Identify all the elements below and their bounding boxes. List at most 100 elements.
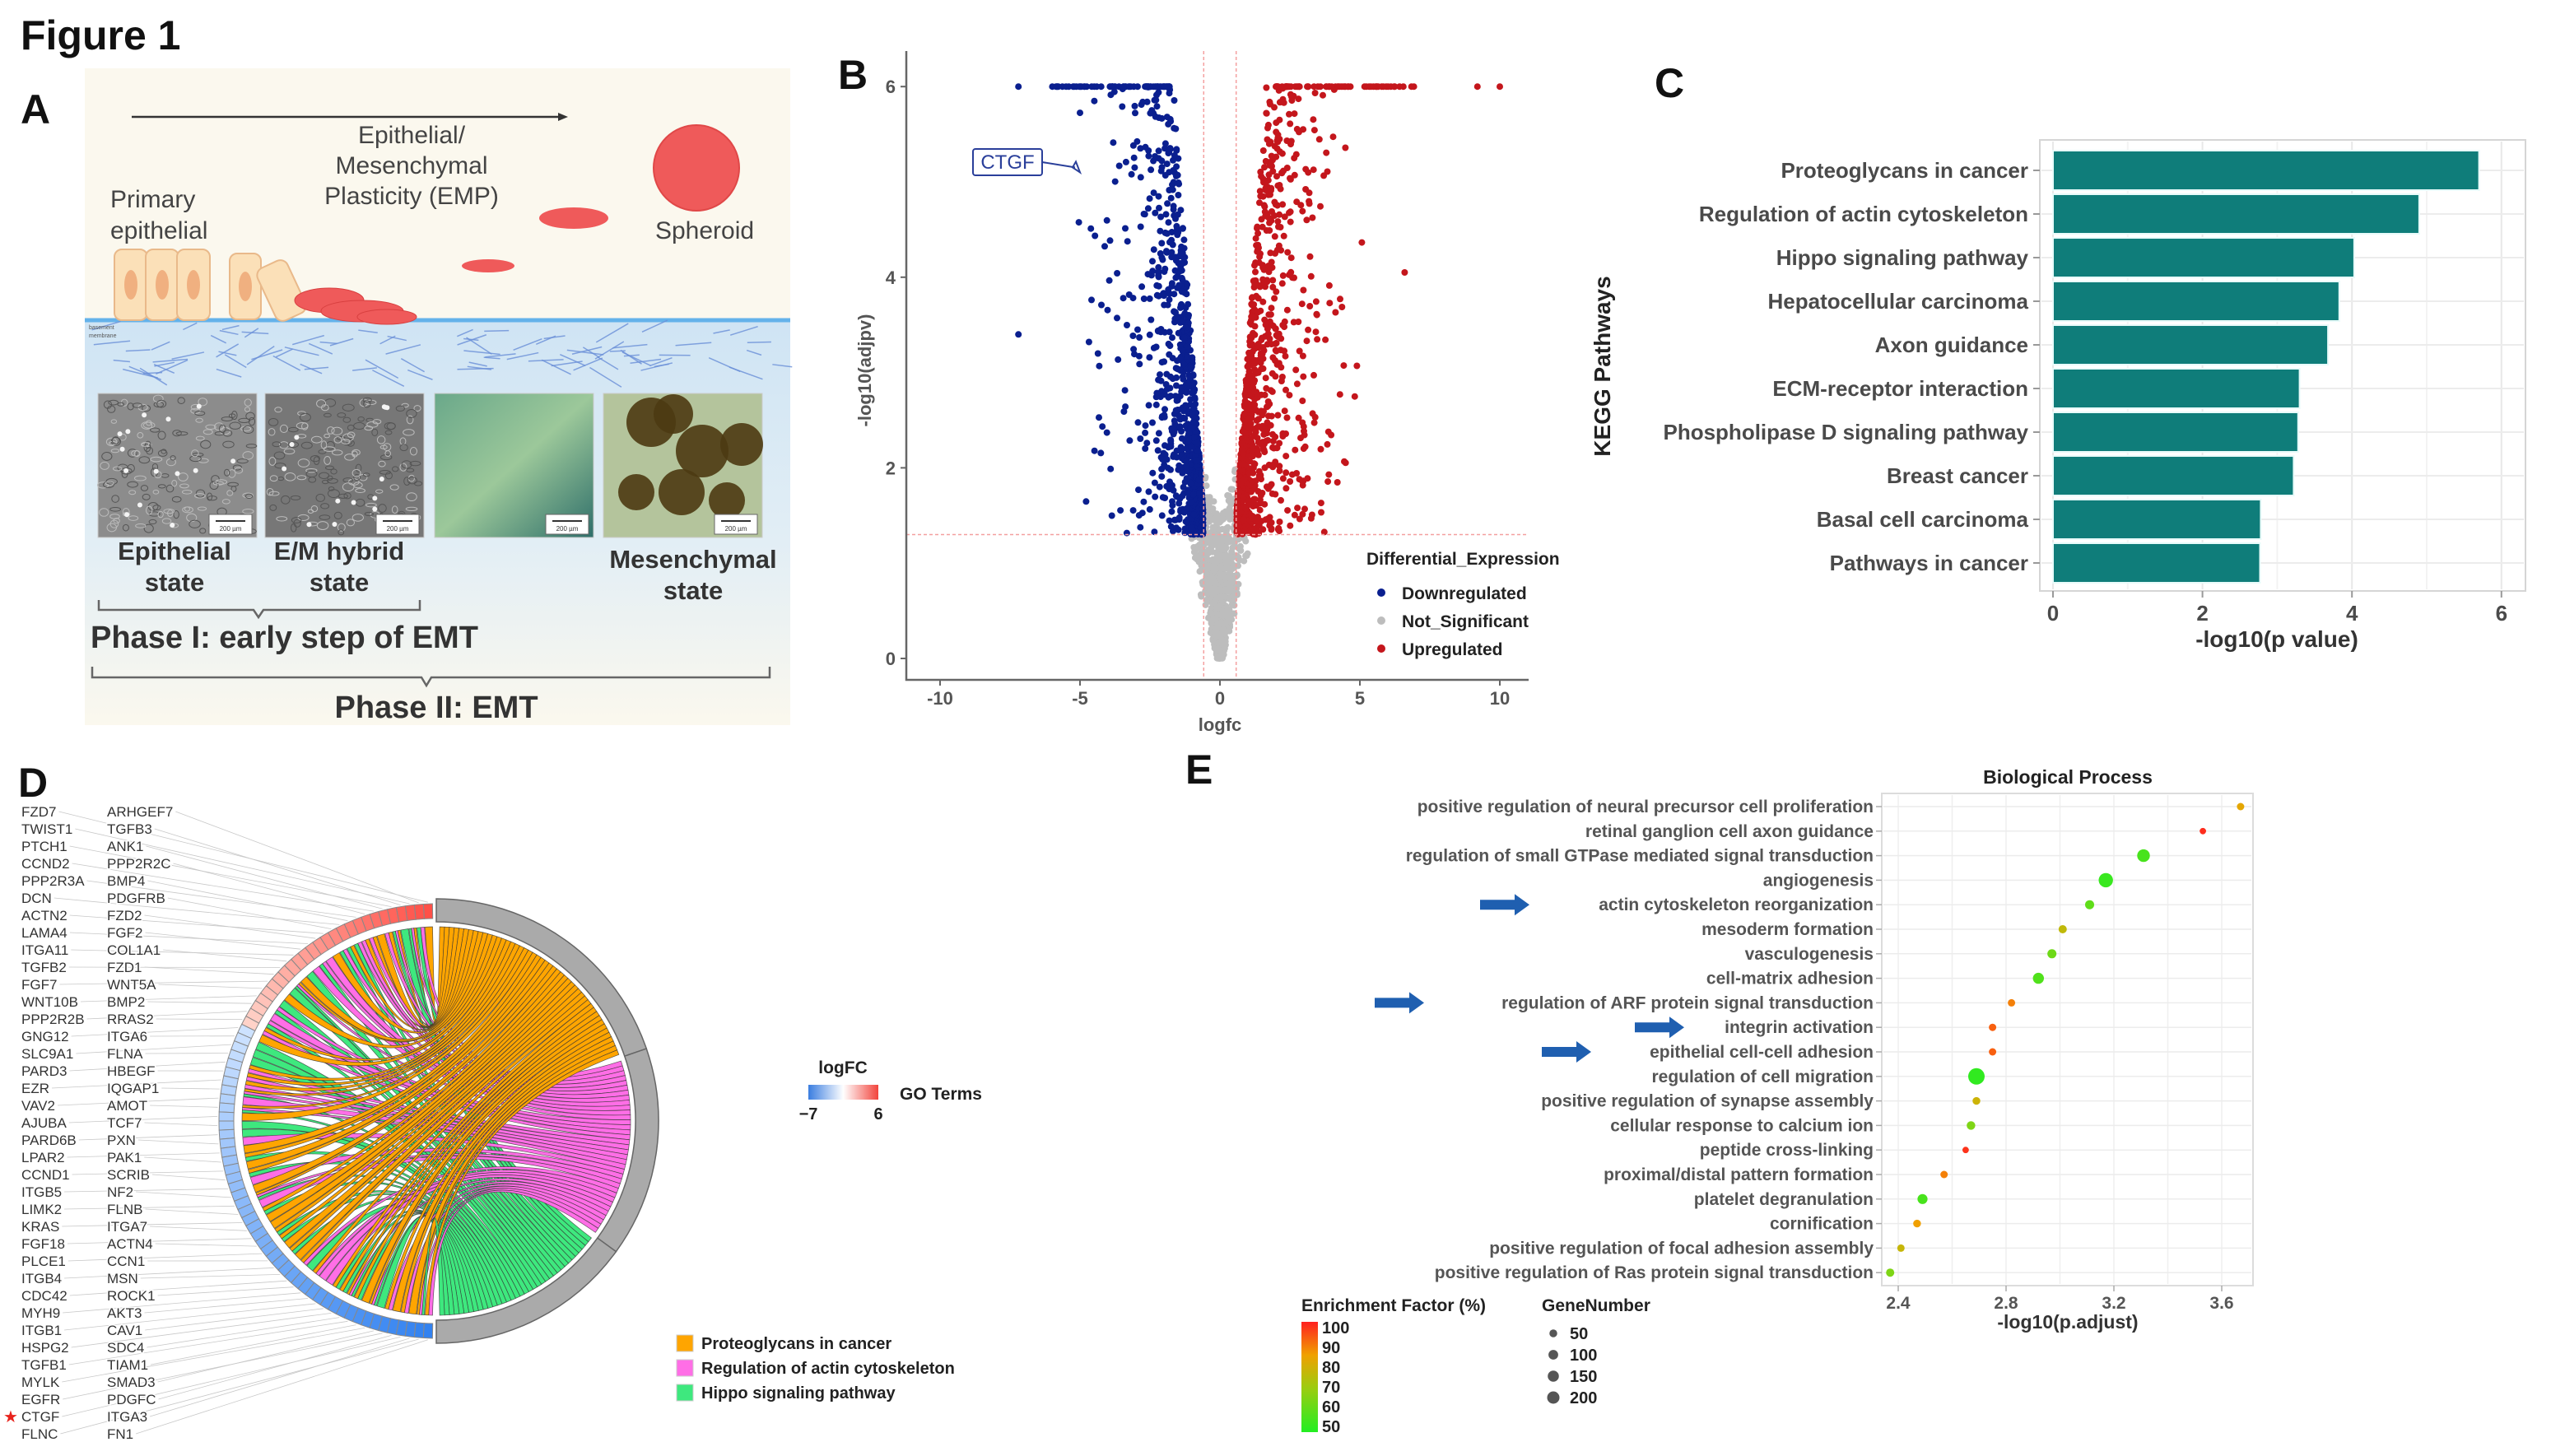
matrix-fiber	[329, 337, 354, 347]
volcano-point-downregulated	[1128, 170, 1135, 178]
go-term-label: platelet degranulation	[1694, 1190, 1874, 1209]
volcano-legend-title: Differential_Expression	[1366, 550, 1560, 569]
volcano-point-upregulated	[1289, 274, 1296, 281]
volcano-point-not-significant	[1211, 628, 1218, 635]
volcano-point-upregulated	[1246, 342, 1254, 349]
go-term-dot	[1989, 1048, 1997, 1056]
volcano-point-upregulated	[1276, 463, 1283, 470]
cell-texture	[132, 402, 143, 408]
cell-texture	[319, 472, 330, 480]
volcano-point-upregulated	[1299, 352, 1306, 360]
gene-block	[271, 1253, 290, 1271]
gene-label: IQGAP1	[107, 1081, 159, 1096]
volcano-point-downregulated	[1163, 114, 1171, 121]
volcano-point-downregulated	[1163, 160, 1171, 168]
cell-texture	[127, 449, 137, 458]
gene-block	[319, 932, 337, 951]
cell-texture	[119, 446, 125, 452]
volcano-point-downregulated	[1177, 260, 1185, 267]
volcano-point-upregulated	[1318, 509, 1324, 516]
volcano-point-not-significant	[1193, 546, 1200, 552]
chord-term-legend: Proteoglycans in cancer Regulation of act…	[676, 1334, 955, 1403]
panel-label-c: C	[1655, 60, 1684, 106]
gene-block	[290, 952, 309, 971]
volcano-point-upregulated	[1282, 386, 1289, 393]
gene-number-legend-dot	[1548, 1370, 1559, 1382]
cell-texture	[172, 430, 182, 437]
gene-label: FZD7	[21, 804, 57, 820]
volcano-point-downregulated	[1137, 174, 1144, 181]
volcano-point-upregulated	[1303, 337, 1310, 345]
kegg-x-tick-label: 6	[2496, 601, 2507, 626]
volcano-point-downregulated	[1155, 282, 1162, 290]
cell-texture	[146, 420, 152, 426]
term-legend-label: Hippo signaling pathway	[701, 1384, 896, 1403]
go-term-label: vasculogenesis	[1745, 945, 1874, 964]
gene-block	[233, 1195, 253, 1211]
cell-texture	[401, 402, 409, 408]
volcano-point-upregulated	[1241, 528, 1249, 534]
chord-link	[400, 1036, 614, 1314]
cell-texture	[291, 517, 302, 523]
cell-texture	[143, 523, 154, 533]
gene-label: CTGF	[21, 1409, 59, 1425]
gene-label: ITGA11	[21, 942, 68, 958]
volcano-point-downregulated	[1185, 430, 1193, 437]
volcano-point-upregulated	[1315, 136, 1323, 143]
cell-texture	[242, 492, 254, 499]
volcano-point-upregulated	[1255, 309, 1262, 316]
cell-texture	[347, 424, 355, 431]
gene-label-leader	[64, 1303, 316, 1331]
gene-label-leader	[62, 1337, 401, 1417]
cell-texture	[362, 397, 372, 403]
volcano-point-upregulated	[1268, 462, 1275, 469]
kegg-pathway-label: Proteoglycans in cancer	[1781, 158, 2028, 183]
gene-label-leader	[63, 1333, 383, 1400]
volcano-point-upregulated	[1317, 202, 1324, 210]
volcano-point-upregulated	[1255, 295, 1262, 302]
volcano-point-upregulated	[1272, 433, 1279, 440]
gene-block	[218, 1128, 235, 1140]
volcano-point-upregulated	[1254, 393, 1261, 401]
matrix-fiber	[246, 345, 275, 365]
volcano-point-downregulated	[1158, 240, 1166, 247]
go-term-label: mesoderm formation	[1701, 920, 1874, 939]
volcano-point-upregulated	[1265, 311, 1273, 319]
volcano-point-downregulated	[1180, 236, 1188, 244]
cell-texture	[222, 429, 233, 437]
gene-block	[218, 1102, 235, 1114]
volcano-point-upregulated	[1287, 218, 1294, 226]
cell-texture	[234, 467, 244, 474]
volcano-point-downregulated	[1135, 352, 1143, 360]
volcano-point-upregulated	[1266, 318, 1273, 325]
gene-label: ITGA6	[107, 1029, 147, 1044]
volcano-point-downregulated	[1101, 243, 1108, 250]
gene-label-leader	[62, 1328, 365, 1383]
gene-label-leader	[58, 811, 428, 903]
cell-texture	[337, 493, 348, 499]
cell-texture	[135, 523, 147, 528]
cell-texture	[178, 472, 189, 481]
volcano-point-downregulated	[1077, 109, 1083, 117]
volcano-point-downregulated	[1124, 322, 1130, 328]
matrix-fiber	[319, 341, 337, 345]
volcano-point-downregulated	[1130, 346, 1138, 353]
volcano-point-downregulated	[1163, 385, 1171, 393]
gene-block	[335, 923, 351, 942]
hybrid-state-label-2: state	[310, 568, 369, 597]
volcano-point-upregulated	[1268, 412, 1275, 420]
gene-block	[422, 1323, 434, 1339]
volcano-point-upregulated	[1254, 248, 1261, 255]
gene-label-leader	[71, 1313, 332, 1348]
volcano-point-downregulated	[1087, 225, 1095, 232]
micrograph-3	[434, 393, 594, 538]
volcano-point-downregulated	[1169, 502, 1176, 509]
chord-link	[258, 937, 507, 1067]
gene-block	[230, 1040, 249, 1055]
cell-texture	[269, 504, 277, 511]
volcano-point-downregulated	[1151, 528, 1158, 536]
volcano-point-downregulated	[1158, 114, 1166, 122]
gene-label: FZD1	[107, 960, 142, 975]
cell-texture	[173, 510, 179, 519]
cell-texture	[342, 437, 353, 446]
